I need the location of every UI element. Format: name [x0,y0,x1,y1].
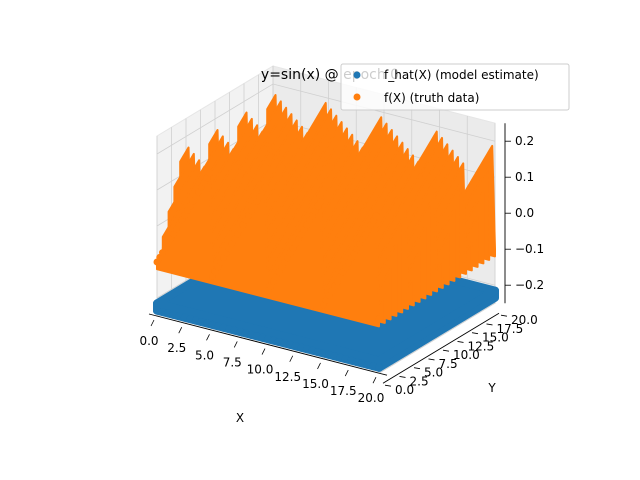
series-truth-data [153,94,496,328]
legend-box [340,63,570,111]
y-axis-line [382,312,500,384]
y-tick-label: 12.5 [468,339,495,353]
x-tick-label: 0.0 [139,334,158,348]
truth-point [375,315,383,323]
x-tick-label: 17.5 [330,384,357,398]
truth-point [261,183,269,191]
y-tick-label: 20.0 [511,313,538,327]
grid-line-z [156,83,496,155]
legend-marker-truth [353,93,361,101]
truth-strip [161,165,386,324]
y-axis-label: Y [487,381,496,395]
x-tick-mark [261,348,266,355]
y-tick-mark [442,349,450,352]
legend-marker-model [353,71,361,79]
x-tick-label: 12.5 [274,370,301,384]
y-tick-label: 2.5 [410,374,429,388]
z-tick-label: 0.1 [515,170,534,184]
truth-point [317,198,325,206]
y-tick-label: 5.0 [424,366,443,380]
truth-point [206,169,214,177]
y-tick-label: 10.0 [453,348,480,362]
x-tick-mark [289,355,294,362]
y-tick-mark [486,323,493,326]
x-tick-mark [233,341,238,348]
x-tick-mark [317,362,321,370]
y-tick-mark [471,332,479,335]
x-tick-mark [206,334,210,341]
x-tick-mark [372,377,377,384]
y-tick-mark [413,367,421,370]
truth-point [372,212,380,220]
legend: f_hat(X) (model estimate) f(X) (truth da… [340,63,570,111]
x-tick-mark [178,326,183,334]
y-tick-mark [384,384,392,387]
x-tick-mark [150,319,155,327]
z-tick-label: 0.2 [515,134,534,148]
x-tick-label: 7.5 [223,355,242,369]
x-axis-line [148,313,388,376]
y-tick-mark [500,314,508,317]
x-tick-label: 15.0 [302,377,329,391]
tick-labels: 0.02.55.07.510.012.515.017.520.00.02.55.… [139,134,544,405]
y-tick-label: 0.0 [395,383,414,397]
z-tick-label: −0.1 [515,242,544,256]
z-tick-label: −0.2 [515,278,544,292]
x-tick-label: 10.0 [247,363,274,377]
x-tick-mark [344,369,349,377]
y-tick-mark [457,341,464,343]
x-axis-label: X [236,411,244,425]
z-tick-label: 0.0 [515,206,534,220]
x-tick-label: 2.5 [167,341,186,355]
model-point [375,363,383,372]
y-tick-label: 15.0 [482,331,509,345]
x-tick-label: 20.0 [358,391,385,405]
y-tick-label: 17.5 [497,322,524,336]
y-tick-label: 7.5 [439,357,458,371]
y-tick-mark [428,358,435,361]
legend-label-model: f_hat(X) (model estimate) [384,68,539,82]
y-tick-mark [399,376,406,378]
legend-label-truth: f(X) (truth data) [384,91,479,105]
x-tick-label: 5.0 [195,348,214,362]
